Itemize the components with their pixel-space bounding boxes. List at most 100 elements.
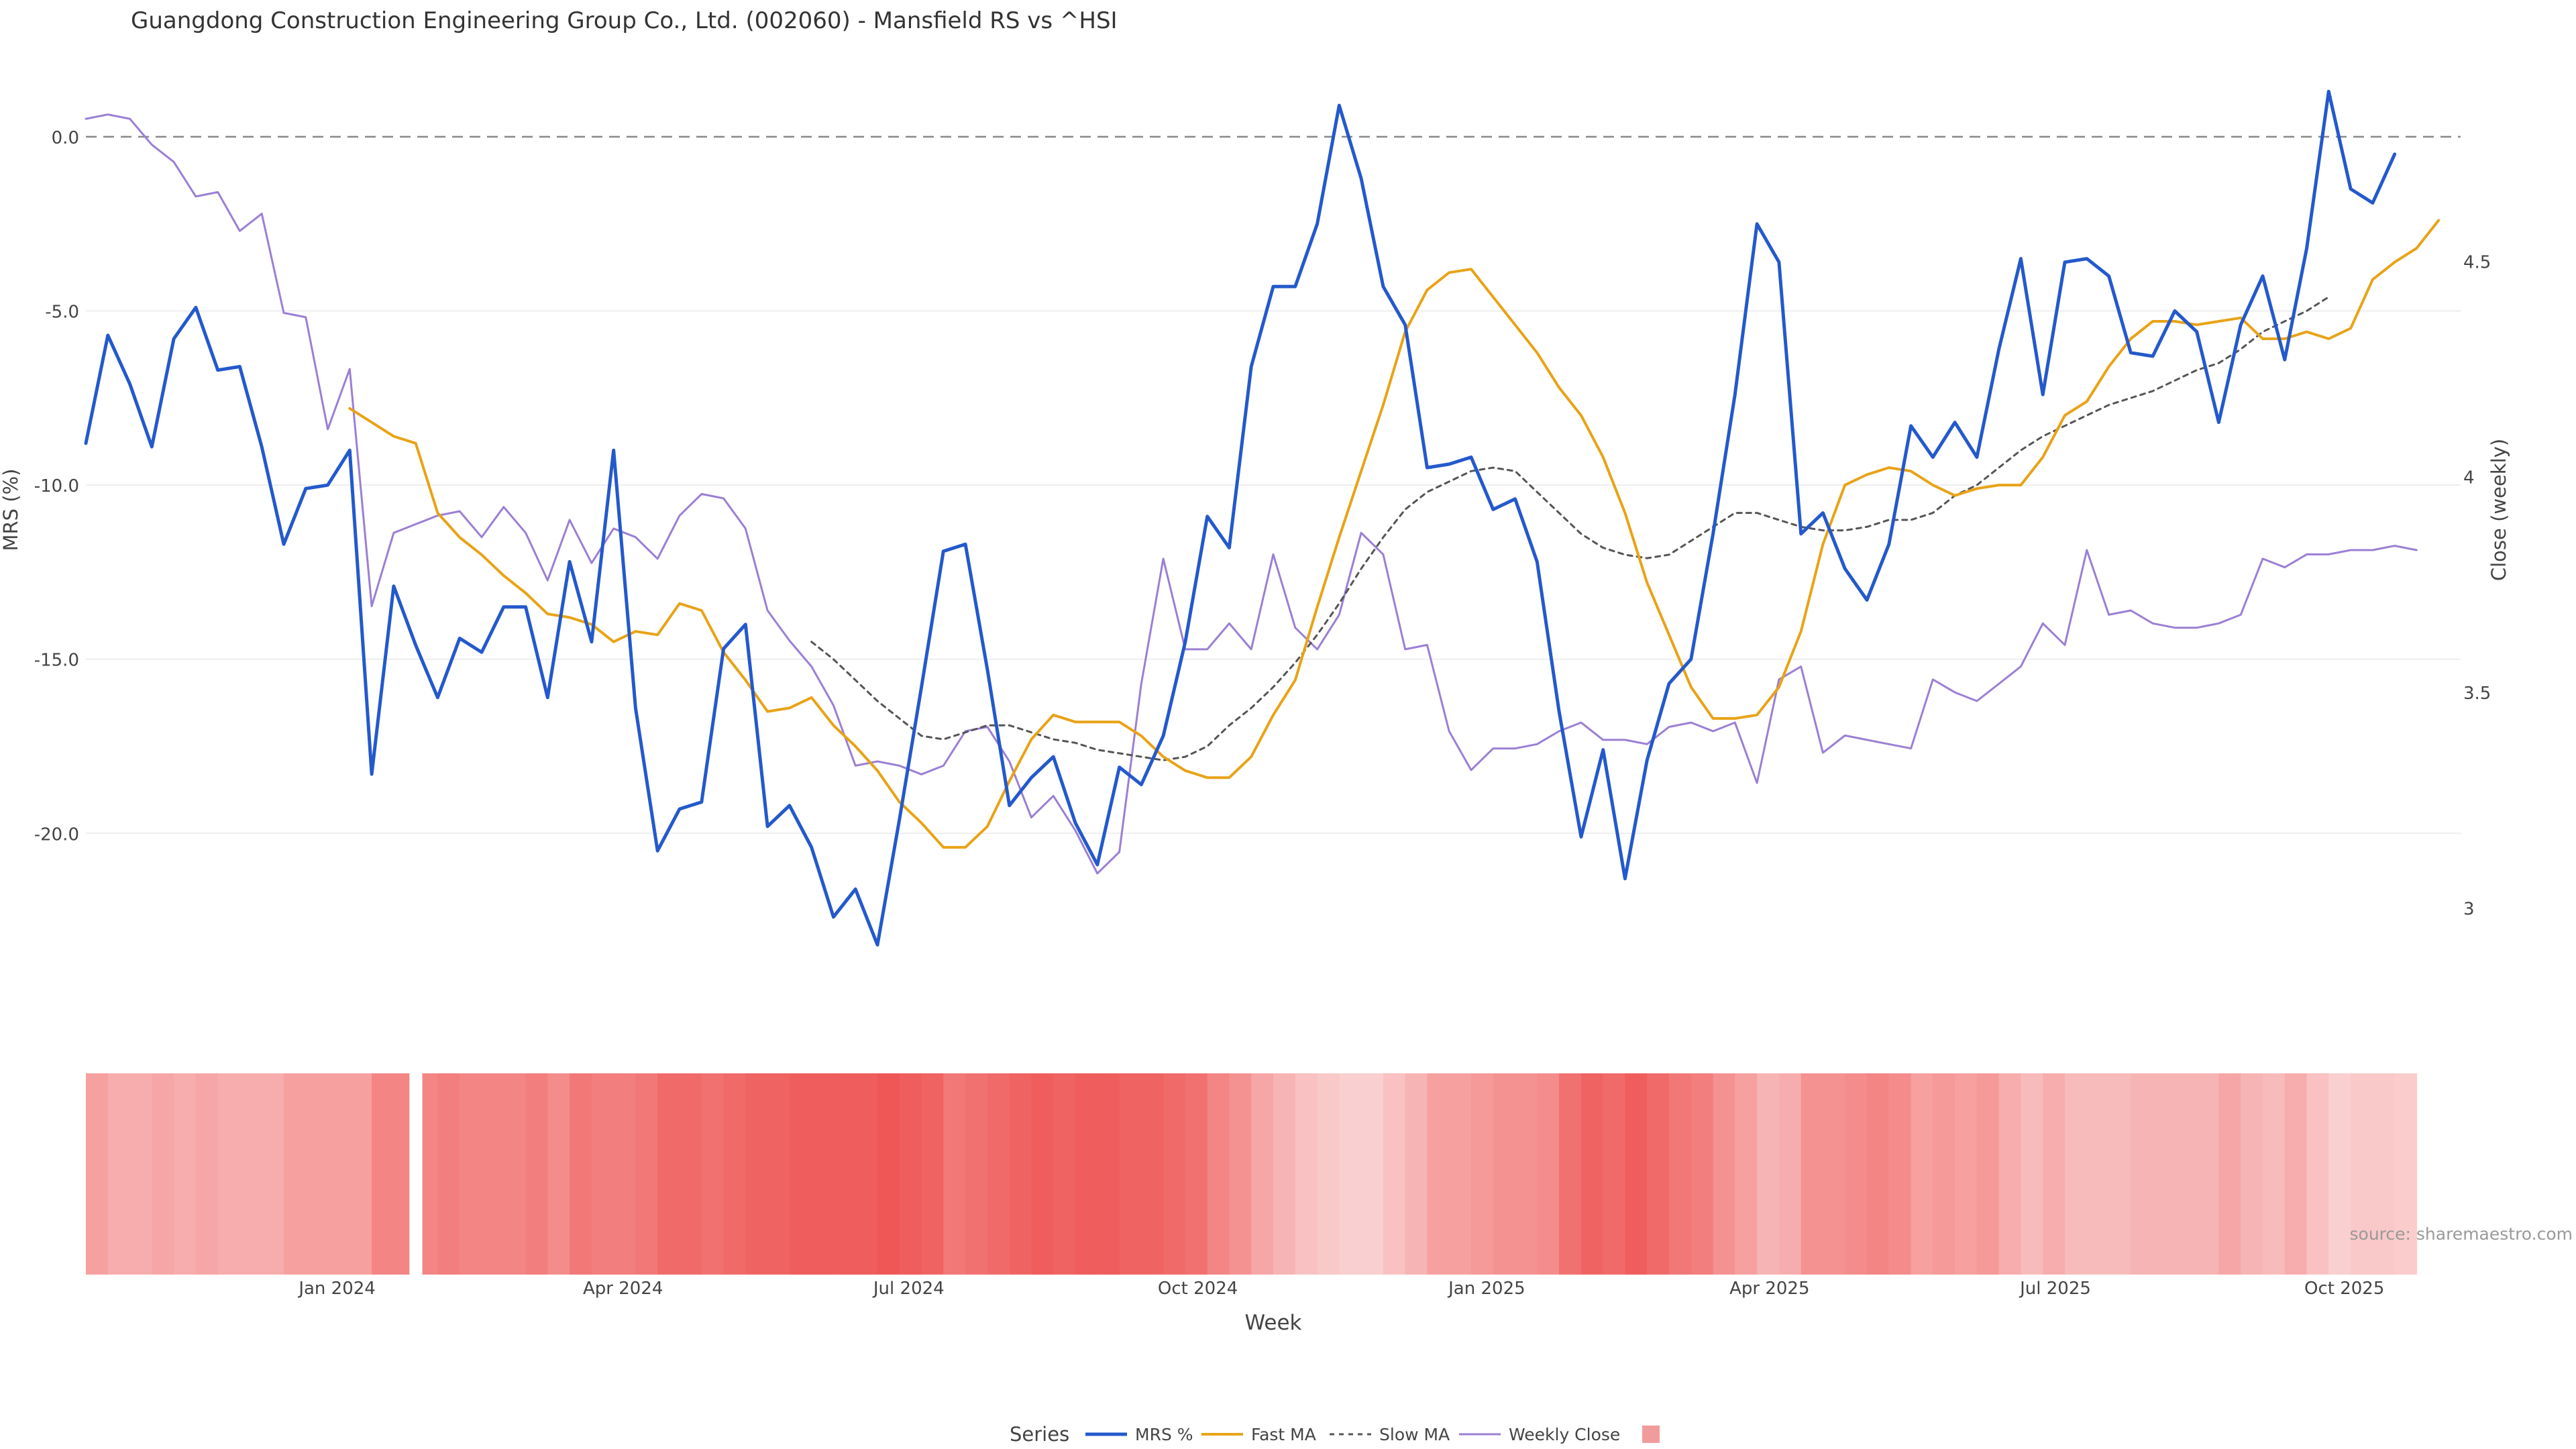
heatmap-strip (86, 1073, 2418, 1275)
heatmap-cell (2372, 1073, 2396, 1275)
heatmap-cell (129, 1073, 152, 1275)
heatmap-cell (262, 1073, 284, 1275)
left-axis-ticks: 0.0 -5.0 -10.0 -15.0 -20.0 (34, 128, 79, 845)
x-tick-label: Oct 2024 (1158, 1279, 1238, 1299)
y-tick-label-left: -20.0 (34, 824, 79, 845)
heatmap-cell (2241, 1073, 2263, 1275)
heatmap-cell (1229, 1073, 1252, 1275)
heatmap-cell (525, 1073, 548, 1275)
heatmap-cell (1888, 1073, 1912, 1275)
heatmap-cell (1031, 1073, 1054, 1275)
heatmap-cell (2328, 1073, 2351, 1275)
y-axis-right-label: Close (weekly) (2487, 439, 2510, 581)
heatmap-cell (1163, 1073, 1186, 1275)
heatmap-cell (921, 1073, 944, 1275)
legend: Series MRS % Fast MA Slow MA Weekly Close (1010, 1423, 1660, 1446)
legend-title: Series (1010, 1423, 1069, 1446)
heatmap-cell (547, 1073, 570, 1275)
y-tick-label-left: 0.0 (52, 128, 79, 148)
x-tick-label: Apr 2024 (583, 1279, 663, 1299)
heatmap-cell (503, 1073, 527, 1275)
x-tick-label: Jan 2025 (1447, 1279, 1525, 1299)
heatmap-cell (2086, 1073, 2110, 1275)
heatmap-cell (833, 1073, 856, 1275)
heatmap-cell (1185, 1073, 1208, 1275)
heatmap-cell (965, 1073, 988, 1275)
heatmap-cell (305, 1073, 329, 1275)
heatmap-cell (657, 1073, 680, 1275)
heatmap-cell (1559, 1073, 1582, 1275)
heatmap-cell (174, 1073, 197, 1275)
y-tick-label-right: 4.5 (2463, 252, 2491, 272)
heatmap-cell (680, 1073, 702, 1275)
heatmap-cell (2351, 1073, 2373, 1275)
heatmap-cell (877, 1073, 900, 1275)
heatmap-cell (1801, 1073, 1824, 1275)
heatmap-cell (1053, 1073, 1076, 1275)
heatmap-cell (1933, 1073, 1955, 1275)
chart-title: Guangdong Construction Engineering Group… (131, 7, 1118, 34)
legend-item-slow-ma-label: Slow MA (1379, 1425, 1450, 1444)
heatmap-cell (2306, 1073, 2329, 1275)
heatmap-cell (1537, 1073, 1560, 1275)
heatmap-cell (2174, 1073, 2198, 1275)
heatmap-cell (422, 1073, 438, 1275)
x-tick-label: Jan 2024 (297, 1279, 376, 1299)
heatmap-cell (1449, 1073, 1472, 1275)
heatmap-cell (899, 1073, 922, 1275)
x-tick-label: Apr 2025 (1729, 1279, 1809, 1299)
heatmap-cell (437, 1073, 460, 1275)
heatmap-cell (1295, 1073, 1318, 1275)
heatmap-cell (1427, 1073, 1450, 1275)
heatmap-cell (195, 1073, 219, 1275)
x-tick-label: Oct 2025 (2304, 1279, 2384, 1299)
heatmap-cell (767, 1073, 790, 1275)
heatmap-cell (2108, 1073, 2131, 1275)
legend-item-heatmap-swatch (1642, 1426, 1660, 1443)
heatmap-cell (1911, 1073, 1933, 1275)
heatmap-cell (1339, 1073, 1362, 1275)
heatmap-cell (1207, 1073, 1230, 1275)
x-tick-label: Jul 2024 (872, 1279, 945, 1299)
y-tick-label-right: 3.5 (2463, 684, 2491, 704)
y-axis-left-label: MRS (%) (0, 469, 22, 551)
heatmap-cell (1955, 1073, 1978, 1275)
heatmap-cell (1075, 1073, 1098, 1275)
heatmap-cell (1647, 1073, 1670, 1275)
series-line-weekly-close (85, 113, 2418, 875)
heatmap-cell (1097, 1073, 1120, 1275)
heatmap-cell (1273, 1073, 1296, 1275)
source-label: source: sharemaestro.com (2350, 1224, 2573, 1244)
heatmap-cell (350, 1073, 372, 1275)
right-axis-ticks: 4.5 4 3.5 3 (2463, 252, 2491, 919)
heatmap-cell (1845, 1073, 1868, 1275)
heatmap-cell (152, 1073, 174, 1275)
heatmap-cell (1603, 1073, 1626, 1275)
heatmap-cell (107, 1073, 131, 1275)
heatmap-cell (284, 1073, 307, 1275)
heatmap-cell (2065, 1073, 2088, 1275)
series-line-fast-ma (348, 219, 2440, 849)
y-tick-label-left: -5.0 (45, 302, 79, 322)
series-layer (84, 89, 2440, 947)
series-line-slow-ma (810, 296, 2330, 761)
heatmap-cell (1515, 1073, 1538, 1275)
heatmap-cell (1361, 1073, 1384, 1275)
heatmap-cell (811, 1073, 835, 1275)
heatmap-cell (1251, 1073, 1274, 1275)
heatmap-cell (1580, 1073, 1604, 1275)
legend-item-fast-ma-label: Fast MA (1251, 1425, 1316, 1444)
heatmap-cell (1998, 1073, 2022, 1275)
heatmap-cell (723, 1073, 746, 1275)
heatmap-cell (460, 1073, 482, 1275)
heatmap-cell (1669, 1073, 1692, 1275)
heatmap-cell (2394, 1073, 2418, 1275)
heatmap-cell (745, 1073, 768, 1275)
heatmap-cell (1690, 1073, 1714, 1275)
heatmap-cell (372, 1073, 394, 1275)
y-tick-label-left: -15.0 (34, 651, 79, 671)
heatmap-cell (1735, 1073, 1758, 1275)
heatmap-cell (789, 1073, 812, 1275)
heatmap-cell (327, 1073, 350, 1275)
